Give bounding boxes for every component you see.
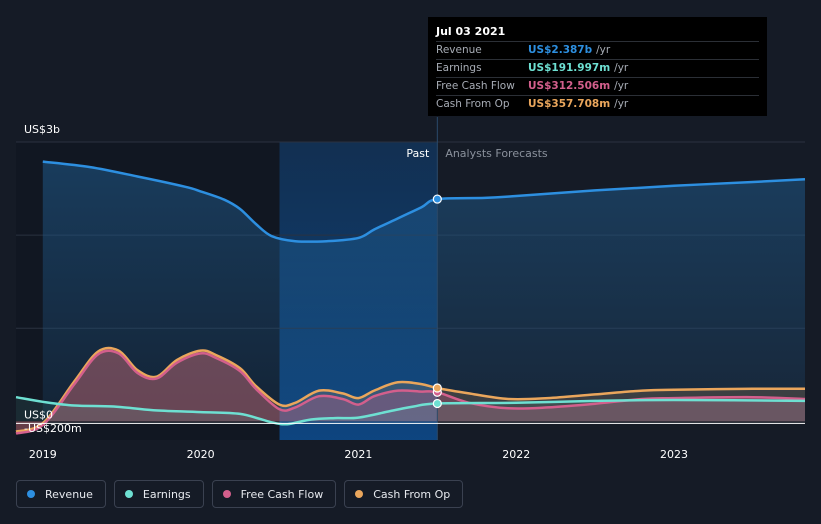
legend-dot-icon: [124, 490, 133, 498]
tooltip-row: Free Cash Flow US$312.506m/yr: [436, 77, 759, 95]
x-tick-label: 2023: [660, 448, 688, 461]
y-label-bottom: -US$200m: [24, 422, 82, 435]
tooltip-row-label: Free Cash Flow: [436, 80, 515, 92]
area-earnings: [16, 397, 805, 425]
tooltip-row: Revenue US$2.387b/yr: [436, 41, 759, 59]
series-line-free-cash-flow: [15, 349, 806, 435]
legend-item-revenue[interactable]: Revenue: [16, 480, 106, 508]
tooltip-row-value: US$2.387b: [528, 44, 593, 56]
tooltip-row-unit: /yr: [614, 62, 629, 74]
marker-earnings: [432, 398, 442, 409]
y-label-top: US$3b: [24, 123, 60, 136]
past-label: Past: [406, 147, 430, 160]
series-line-cash-from-op: [15, 346, 806, 433]
area-revenue: [42, 161, 806, 422]
legend-dot-icon: [27, 490, 35, 498]
tooltip-rows: Revenue US$2.387b/yr Earnings US$191.997m/y…: [436, 41, 759, 113]
legend-dot-icon: [222, 490, 231, 498]
tooltip-row-label: Revenue: [436, 44, 482, 56]
legend: Revenue Earnings Free Cash Flow Cash From O…: [16, 480, 464, 508]
x-tick-label: 2020: [187, 448, 215, 461]
tooltip-row: Cash From Op US$357.708m/yr: [436, 95, 759, 113]
legend-item-cash-from-op[interactable]: Cash From Op: [344, 480, 464, 508]
legend-label: Earnings: [142, 487, 191, 501]
tooltip-row-value: US$357.708m: [528, 98, 611, 110]
x-axis-ticks: 2019 2020 2021 2022 2023: [29, 448, 688, 461]
tooltip: Jul 03 2021 Revenue US$2.387b/yr Earnings U…: [428, 17, 767, 116]
x-tick-label: 2019: [29, 448, 57, 461]
tooltip-row-label: Cash From Op: [436, 98, 510, 110]
legend-item-free-cash-flow[interactable]: Free Cash Flow: [211, 480, 337, 508]
x-tick-label: 2021: [344, 448, 372, 461]
tooltip-row-unit: /yr: [614, 98, 629, 110]
legend-label: Cash From Op: [373, 487, 451, 501]
legend-label: Free Cash Flow: [240, 487, 324, 501]
tooltip-row-label: Earnings: [436, 62, 482, 74]
legend-item-earnings[interactable]: Earnings: [113, 480, 204, 508]
y-label-zero: US$0: [24, 408, 53, 421]
tooltip-date: Jul 03 2021: [436, 25, 506, 38]
series-line-earnings: [15, 395, 806, 426]
tooltip-row: Earnings US$191.997m/yr: [436, 59, 759, 77]
series-line-revenue: [42, 160, 806, 243]
forecast-label: Analysts Forecasts: [445, 147, 548, 160]
marker-revenue: [432, 194, 442, 204]
series-lines: [15, 160, 806, 435]
tooltip-row-value: US$312.506m: [528, 80, 611, 92]
marker-cash-from-op: [432, 383, 442, 393]
legend-label: Revenue: [45, 487, 93, 501]
series-markers: [432, 194, 442, 409]
tooltip-row-unit: /yr: [596, 44, 611, 56]
legend-dot-icon: [355, 490, 364, 498]
tooltip-row-value: US$191.997m: [528, 62, 611, 74]
x-tick-label: 2022: [502, 448, 530, 461]
tooltip-row-unit: /yr: [614, 80, 629, 92]
